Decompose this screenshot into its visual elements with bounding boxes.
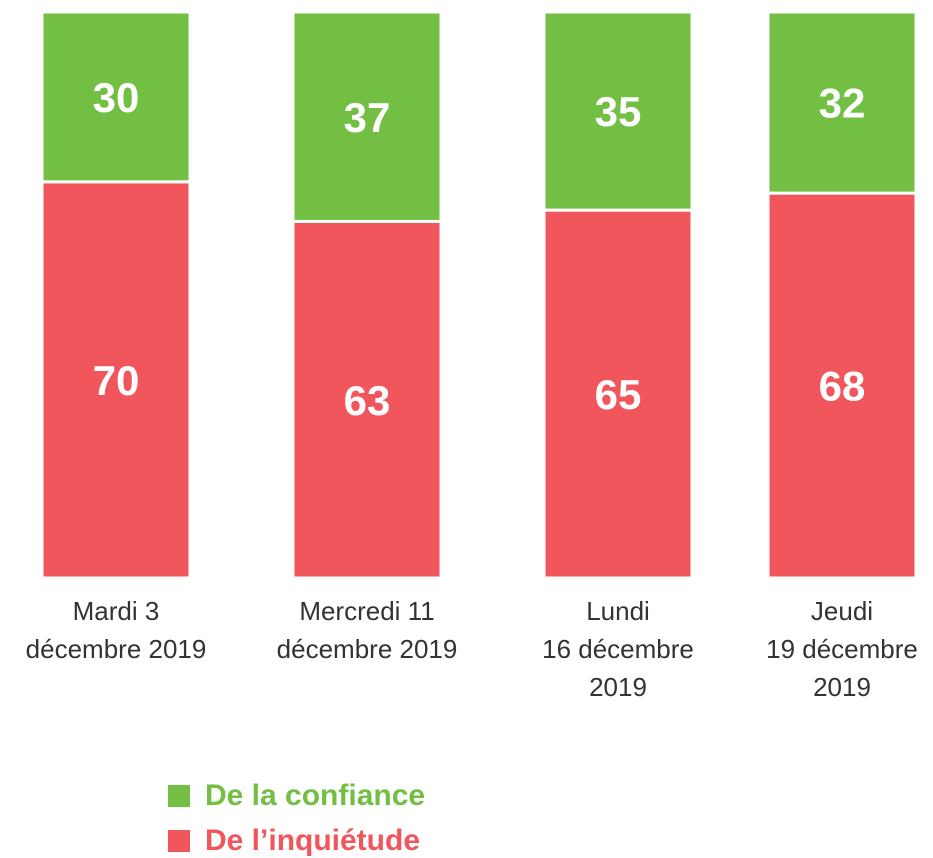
x-tick-label-line: Jeudi	[811, 596, 873, 626]
x-tick-label-line: 2019	[589, 672, 647, 702]
x-tick-label-line: 19 décembre	[766, 634, 918, 664]
data-label: 68	[819, 363, 866, 410]
data-label: 70	[93, 357, 140, 404]
data-label: 65	[595, 371, 642, 418]
data-label: 30	[93, 74, 140, 121]
bar-segment	[291, 10, 443, 223]
x-tick-label-line: décembre 2019	[277, 634, 458, 664]
x-tick-label-line: Mardi 3	[73, 596, 160, 626]
x-tick-label-line: Mercredi 11	[299, 596, 434, 626]
legend-swatch	[168, 830, 190, 852]
legend-label: De l’inquiétude	[205, 824, 420, 857]
x-tick-label-line: décembre 2019	[26, 634, 207, 664]
bar-segment	[766, 191, 918, 580]
data-label: 37	[344, 94, 391, 141]
bar-segment	[542, 10, 694, 212]
bar-segment	[40, 180, 192, 580]
x-tick-label: Lundi 16 décembre 2019	[542, 596, 694, 702]
x-tick-label-line: 2019	[813, 672, 871, 702]
bar-segment	[542, 208, 694, 580]
x-tick-label-line: 16 décembre	[542, 634, 694, 664]
x-tick-label-line: Lundi	[586, 596, 650, 626]
bar-segment	[766, 10, 918, 195]
x-tick-label: Jeudi 19 décembre 2019	[766, 596, 918, 702]
legend-swatch	[168, 785, 190, 807]
data-label: 32	[819, 80, 866, 127]
legend-label: De la confiance	[205, 779, 425, 812]
data-label: 35	[595, 88, 642, 135]
x-tick-label: Mercredi 11 décembre 2019	[277, 596, 458, 664]
bar-segment	[40, 10, 192, 184]
x-tick-label: Mardi 3 décembre 2019	[26, 596, 207, 664]
data-label: 63	[344, 377, 391, 424]
